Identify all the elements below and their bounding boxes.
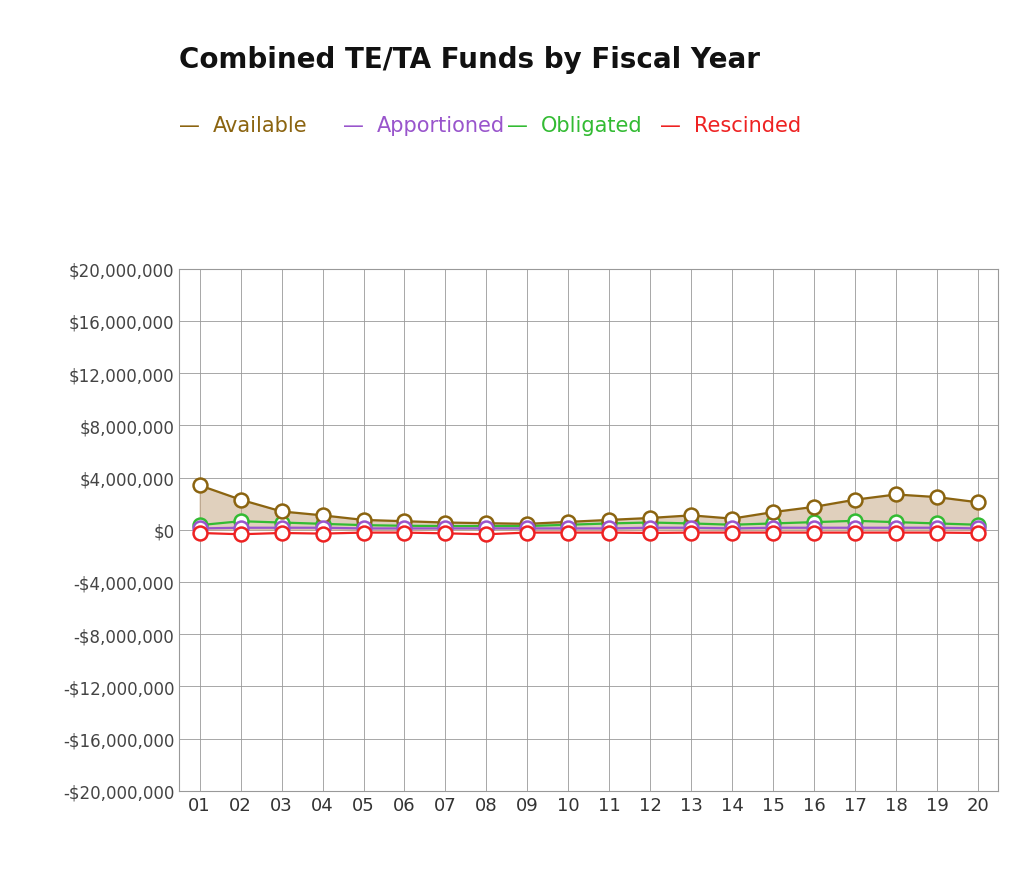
Text: —: — [660,116,681,136]
Text: Combined TE/TA Funds by Fiscal Year: Combined TE/TA Funds by Fiscal Year [179,46,760,74]
Text: —: — [179,116,200,136]
Text: Available: Available [213,116,307,136]
Text: —: — [507,116,527,136]
Text: Obligated: Obligated [541,116,642,136]
Text: —: — [343,116,364,136]
Text: Apportioned: Apportioned [377,116,505,136]
Text: Rescinded: Rescinded [694,116,802,136]
